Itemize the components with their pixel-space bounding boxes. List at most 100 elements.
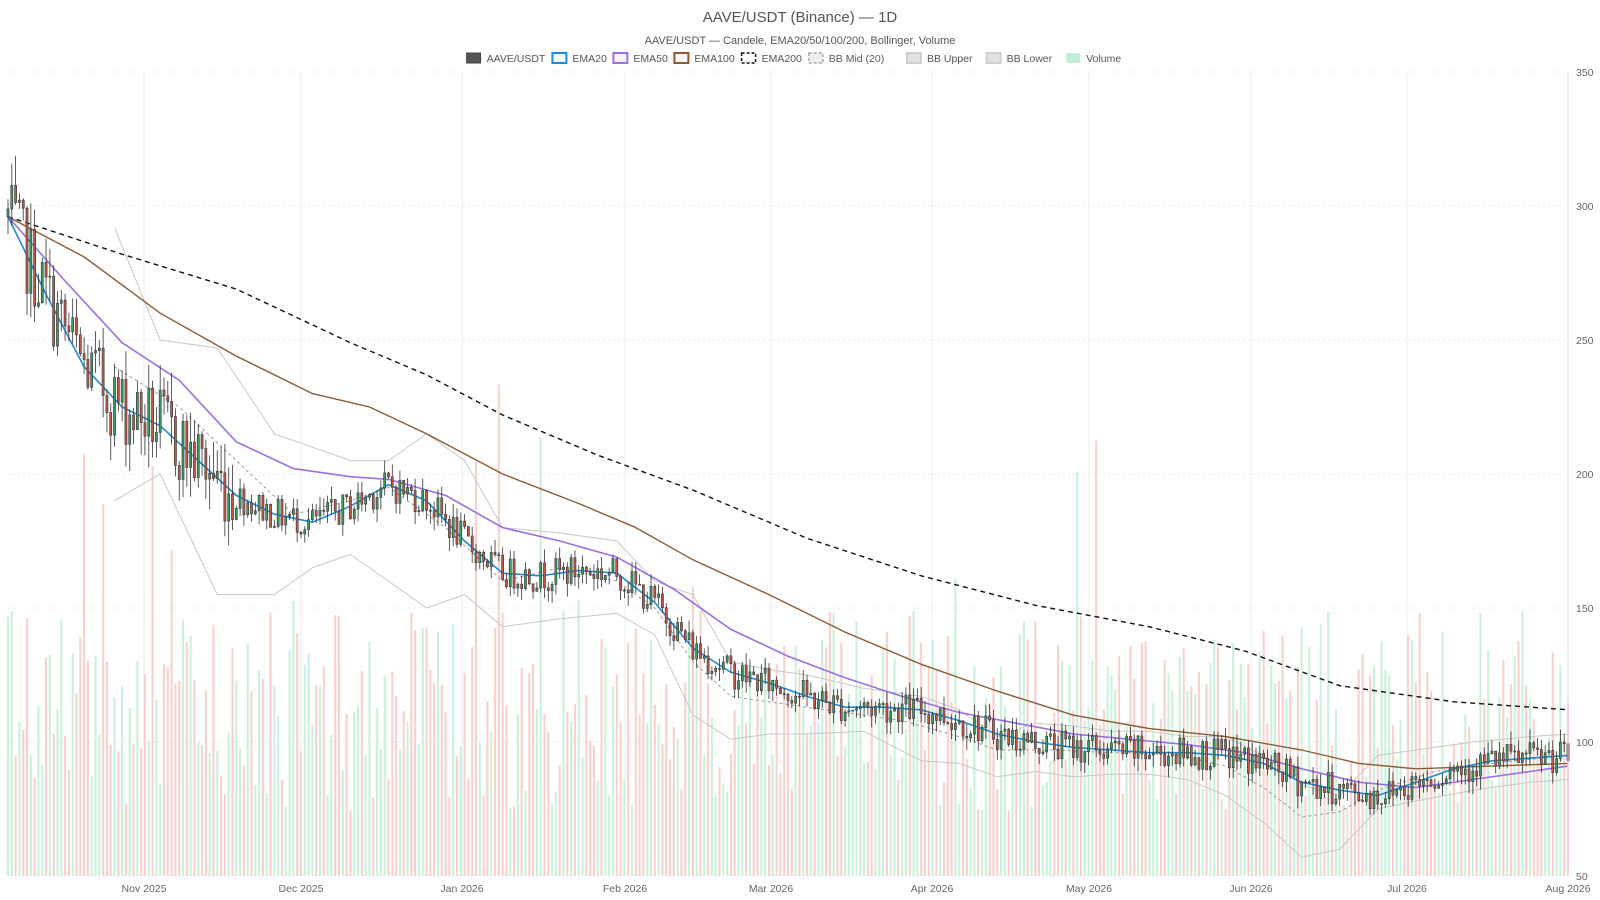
candle-body — [1262, 753, 1265, 759]
volume-bar — [292, 600, 295, 876]
volume-bar — [478, 742, 481, 876]
legend-swatch — [1066, 53, 1081, 63]
candle-body — [893, 708, 896, 712]
candle-body — [904, 694, 908, 705]
legend-label: AAVE/USDT — [487, 53, 546, 65]
volume-bar — [79, 637, 82, 876]
candle-body — [923, 713, 927, 715]
volume-bar — [1026, 639, 1029, 876]
candle-body — [1250, 754, 1254, 774]
candle-body — [341, 494, 345, 525]
candle-body — [6, 208, 10, 218]
candle-body — [661, 593, 664, 609]
candle-body — [1224, 739, 1227, 749]
candle-body — [387, 472, 390, 478]
candle-body — [760, 672, 763, 692]
candle-body — [86, 359, 90, 388]
candle-body — [672, 635, 676, 641]
volume-bar — [741, 661, 744, 876]
volume-bar — [265, 793, 268, 876]
candle-body — [1364, 792, 1368, 802]
volume-bar — [611, 686, 615, 876]
volume-bar — [649, 640, 653, 876]
candle-body — [1022, 733, 1026, 750]
volume-bar — [1220, 798, 1223, 876]
candle-body — [1403, 786, 1406, 796]
candle-body — [1014, 729, 1018, 751]
candle-body — [657, 593, 660, 598]
volume-bar — [767, 765, 771, 876]
volume-bar — [1372, 665, 1375, 876]
candle-body — [231, 493, 234, 520]
volume-bar — [836, 756, 839, 876]
volume-bar — [1384, 669, 1387, 876]
y-tick-label: 150 — [1576, 603, 1594, 615]
volume-bar — [596, 780, 599, 876]
volume-bar — [6, 616, 10, 876]
candle-body — [1410, 776, 1414, 800]
candle-body — [234, 508, 238, 520]
volume-bar — [220, 776, 223, 876]
volume-bar — [577, 600, 580, 876]
candle-body — [706, 655, 710, 675]
volume-bar — [1350, 760, 1353, 876]
volume-bar — [813, 706, 816, 876]
volume-bar — [341, 770, 344, 876]
candle-body — [451, 516, 455, 538]
volume-bar — [1369, 675, 1372, 876]
candle-body — [885, 703, 889, 723]
volume-bar — [235, 680, 238, 876]
candle-body — [1182, 737, 1186, 759]
volume-bar — [1152, 703, 1155, 876]
candle-body — [1167, 755, 1170, 766]
chart-title: AAVE/USDT (Binance) — 1D — [703, 9, 898, 26]
volume-bar — [159, 783, 162, 876]
candle-body — [486, 560, 489, 568]
candle-body — [737, 680, 740, 690]
volume-bar — [273, 685, 276, 876]
volume-bar — [185, 642, 188, 876]
candle-body — [1471, 770, 1475, 782]
volume-bar — [608, 795, 611, 876]
candle-body — [1395, 789, 1399, 796]
volume-bar — [513, 806, 516, 876]
volume-bar — [1395, 759, 1398, 876]
candle-body — [992, 719, 995, 740]
volume-bar — [1125, 721, 1128, 876]
candle-body — [330, 499, 333, 503]
volume-bar — [181, 620, 185, 876]
candle-body — [371, 494, 375, 510]
legend-swatch — [985, 52, 1002, 64]
candle-body — [1517, 750, 1520, 763]
volume-bar — [672, 727, 675, 876]
volume-bar — [463, 672, 466, 876]
candle-body — [969, 733, 972, 739]
volume-bar — [83, 453, 86, 876]
volume-bar — [1015, 742, 1018, 876]
candle-body — [78, 334, 82, 354]
volume-bar — [1163, 660, 1166, 876]
volume-bar — [748, 664, 751, 876]
volume-bar — [364, 754, 367, 876]
volume-bar — [1464, 714, 1467, 876]
y-tick-label: 100 — [1576, 737, 1594, 749]
candle-body — [196, 434, 200, 478]
candle-body — [1087, 740, 1090, 753]
volume-bar — [695, 663, 698, 876]
candle-body — [1311, 779, 1315, 783]
candle-body — [695, 643, 699, 660]
candle-body — [368, 494, 371, 498]
candle-body — [1266, 757, 1269, 770]
volume-bar — [589, 741, 592, 876]
candle-body — [1231, 746, 1235, 768]
volume-bar — [1266, 723, 1269, 876]
volume-bar — [1228, 679, 1231, 876]
volume-bar — [10, 611, 13, 876]
volume-bar — [771, 755, 774, 876]
candle-body — [307, 519, 310, 530]
candle-body — [136, 392, 139, 430]
volume-bar — [680, 789, 683, 876]
candle-body — [101, 347, 105, 396]
candle-body — [459, 520, 463, 545]
candle-body — [623, 589, 626, 592]
